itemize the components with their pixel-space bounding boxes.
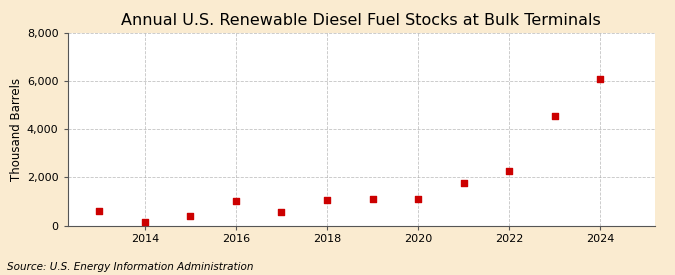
Text: Source: U.S. Energy Information Administration: Source: U.S. Energy Information Administ… [7,262,253,272]
Point [549,114,560,118]
Point [185,214,196,218]
Point [231,199,242,204]
Point [140,220,151,224]
Point [367,197,378,201]
Point [412,197,423,201]
Y-axis label: Thousand Barrels: Thousand Barrels [9,78,23,181]
Title: Annual U.S. Renewable Diesel Fuel Stocks at Bulk Terminals: Annual U.S. Renewable Diesel Fuel Stocks… [122,13,601,28]
Point [276,210,287,214]
Point [458,181,469,186]
Point [321,198,332,202]
Point [595,76,605,81]
Point [94,209,105,213]
Point [504,169,514,174]
